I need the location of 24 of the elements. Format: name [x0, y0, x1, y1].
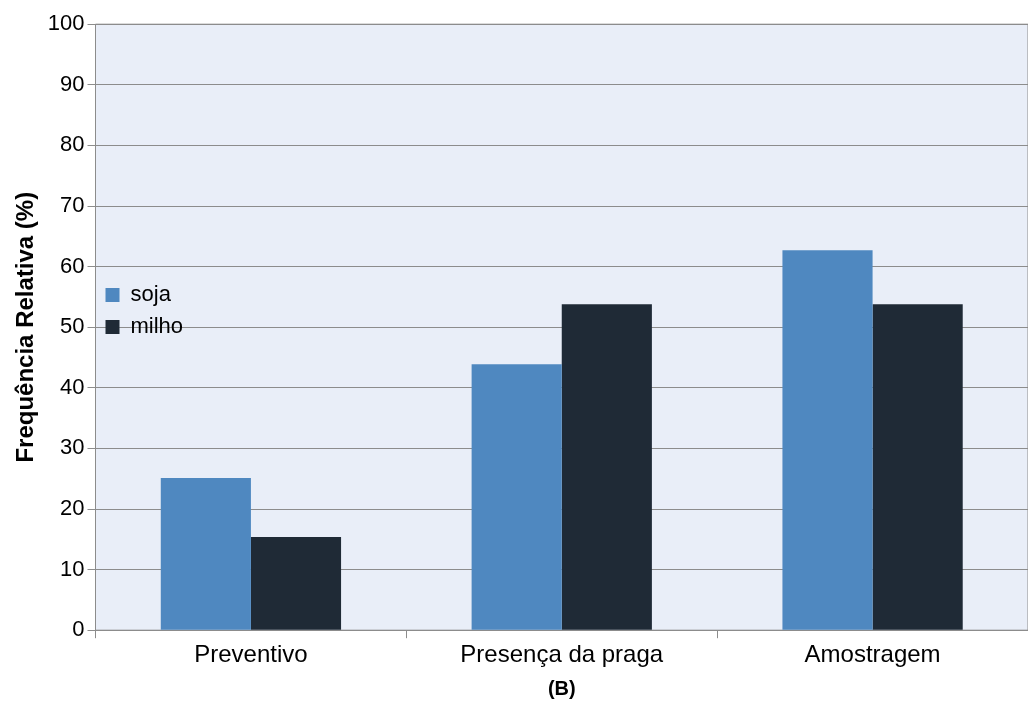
legend-label: soja	[130, 281, 172, 307]
y-axis-title: Frequência Relativa (%)	[11, 191, 39, 463]
y-tick-label: 0	[72, 616, 85, 642]
x-tick-label: Amostragem	[804, 640, 941, 668]
legend-label: milho	[130, 313, 184, 339]
y-tick-label: 20	[60, 495, 85, 521]
y-tick-label: 90	[60, 70, 85, 96]
y-tick-label: 70	[60, 192, 85, 218]
y-tick-label: 30	[60, 434, 85, 460]
x-tick-label: Presença da praga	[460, 640, 664, 668]
x-tick-label: Preventivo	[194, 640, 308, 668]
bar	[160, 478, 251, 630]
y-tick-label: 100	[47, 10, 85, 36]
bar	[872, 304, 963, 630]
text: (B)	[547, 676, 576, 699]
y-tick-label: 10	[60, 555, 85, 581]
bar	[561, 304, 652, 630]
y-tick-label: 50	[60, 313, 85, 339]
bar	[471, 364, 562, 630]
bar	[250, 536, 342, 630]
y-tick-label: 40	[60, 373, 85, 399]
bar	[782, 250, 873, 630]
y-tick-label: 60	[60, 252, 85, 278]
y-tick-label: 80	[60, 131, 85, 157]
